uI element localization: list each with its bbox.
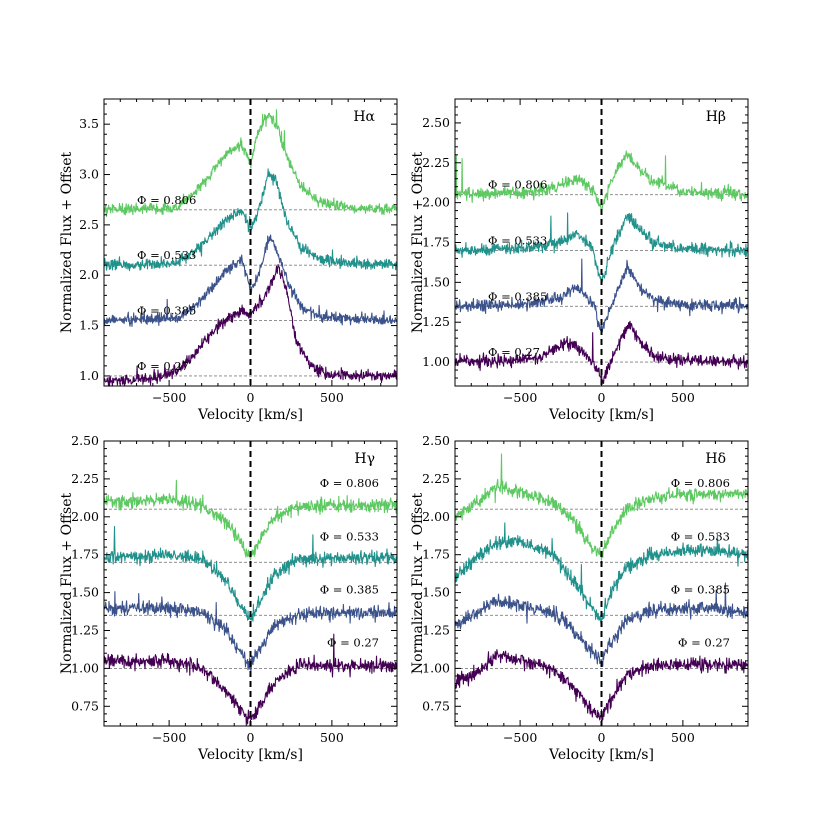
y-tick-label: 2.00 [422, 509, 450, 524]
y-tick-label: 1.50 [422, 585, 450, 600]
series-line [104, 234, 397, 327]
x-axis-label: Velocity [km/s] [197, 407, 303, 423]
phase-label: Φ = 0.806 [488, 178, 547, 192]
panel-title: Hβ [706, 109, 726, 125]
y-tick-label: 2.25 [422, 471, 450, 486]
phase-label: Φ = 0.533 [488, 233, 547, 247]
y-tick-label: 1.75 [71, 547, 99, 562]
y-tick-label: 1.25 [422, 314, 450, 329]
y-tick-label: 2.25 [71, 471, 99, 486]
y-tick-label: 1.5 [79, 318, 99, 333]
phase-label: Φ = 0.806 [320, 476, 379, 490]
phase-label: Φ = 0.533 [137, 248, 196, 262]
y-tick-label: 1.75 [422, 235, 450, 250]
y-tick-label: 1.00 [422, 660, 450, 675]
x-tick-label: −500 [503, 730, 537, 745]
phase-label: Φ = 0.806 [137, 193, 196, 207]
y-tick-label: 1.50 [71, 585, 99, 600]
x-axis-label: Velocity [km/s] [548, 407, 654, 423]
phase-label: Φ = 0.27 [488, 345, 540, 359]
series-line [455, 258, 748, 333]
spectra [455, 453, 748, 723]
series-line [455, 453, 748, 561]
series-line [104, 168, 397, 272]
y-tick-label: 2.0 [79, 267, 99, 282]
y-tick-label: 0.75 [422, 698, 450, 713]
y-tick-label: 1.25 [71, 622, 99, 637]
panel-title: Hα [353, 109, 375, 125]
y-tick-label: 1.00 [422, 354, 450, 369]
series-line [455, 649, 748, 723]
x-tick-label: 500 [671, 730, 695, 745]
y-tick-label: 2.50 [422, 433, 450, 448]
series-line [104, 264, 397, 386]
phase-label: Φ = 0.27 [137, 359, 189, 373]
y-tick-label: 2.5 [79, 217, 99, 232]
series-line [104, 591, 397, 672]
phase-label: Φ = 0.533 [671, 529, 730, 543]
x-tick-label: 0 [598, 730, 606, 745]
x-tick-label: −500 [152, 390, 186, 405]
panel-title: Hδ [705, 451, 726, 467]
series-line [455, 522, 748, 626]
y-tick-label: 1.25 [422, 622, 450, 637]
y-tick-label: 2.50 [71, 433, 99, 448]
y-tick-label: 2.50 [422, 115, 450, 130]
x-tick-label: 500 [671, 390, 695, 405]
phase-label: Φ = 0.533 [320, 529, 379, 543]
spectra [104, 479, 397, 726]
y-axis-label: Normalized Flux + Offset [59, 151, 75, 333]
panel-3: Φ = 0.806 Φ = 0.533 Φ = 0.385 Φ = 0.27 Hγ −50… [59, 433, 398, 763]
y-tick-label: 3.5 [79, 116, 99, 131]
x-axis-label: Velocity [km/s] [548, 747, 654, 763]
y-tick-label: 2.25 [422, 155, 450, 170]
y-tick-label: 0.75 [71, 698, 99, 713]
series-line [104, 526, 397, 622]
y-axis-label: Normalized Flux + Offset [410, 151, 426, 333]
y-tick-label: 1.50 [422, 274, 450, 289]
phase-label: Φ = 0.806 [671, 476, 730, 490]
x-axis-label: Velocity [km/s] [197, 747, 303, 763]
phase-label: Φ = 0.385 [671, 582, 730, 596]
x-tick-label: 0 [598, 390, 606, 405]
phase-label: Φ = 0.27 [678, 635, 730, 649]
y-tick-label: 1.0 [79, 368, 99, 383]
phase-label: Φ = 0.385 [137, 304, 196, 318]
series-line [455, 582, 748, 667]
y-tick-label: 3.0 [79, 167, 99, 182]
y-tick-label: 2.00 [422, 195, 450, 210]
panel-4: Φ = 0.806 Φ = 0.533 Φ = 0.385 Φ = 0.27 Hδ −50… [410, 433, 749, 763]
panel-1: Φ = 0.806 Φ = 0.533 Φ = 0.385 Φ = 0.27 Hα −50… [59, 98, 398, 423]
x-tick-label: 500 [320, 390, 344, 405]
phase-label: Φ = 0.385 [320, 582, 379, 596]
x-tick-label: 500 [320, 730, 344, 745]
y-tick-label: 1.75 [422, 547, 450, 562]
y-tick-label: 1.00 [71, 660, 99, 675]
panel-2: Φ = 0.806 Φ = 0.533 Φ = 0.385 Φ = 0.27 Hβ −50… [410, 98, 749, 423]
x-tick-label: −500 [503, 390, 537, 405]
y-axis-label: Normalized Flux + Offset [59, 492, 75, 674]
x-tick-label: −500 [152, 730, 186, 745]
phase-label: Φ = 0.27 [327, 635, 379, 649]
x-tick-label: 0 [247, 390, 255, 405]
y-axis-label: Normalized Flux + Offset [410, 492, 426, 674]
x-tick-label: 0 [247, 730, 255, 745]
y-tick-label: 2.00 [71, 509, 99, 524]
panel-title: Hγ [354, 451, 375, 467]
phase-label: Φ = 0.385 [488, 289, 547, 303]
series-line [104, 479, 397, 561]
